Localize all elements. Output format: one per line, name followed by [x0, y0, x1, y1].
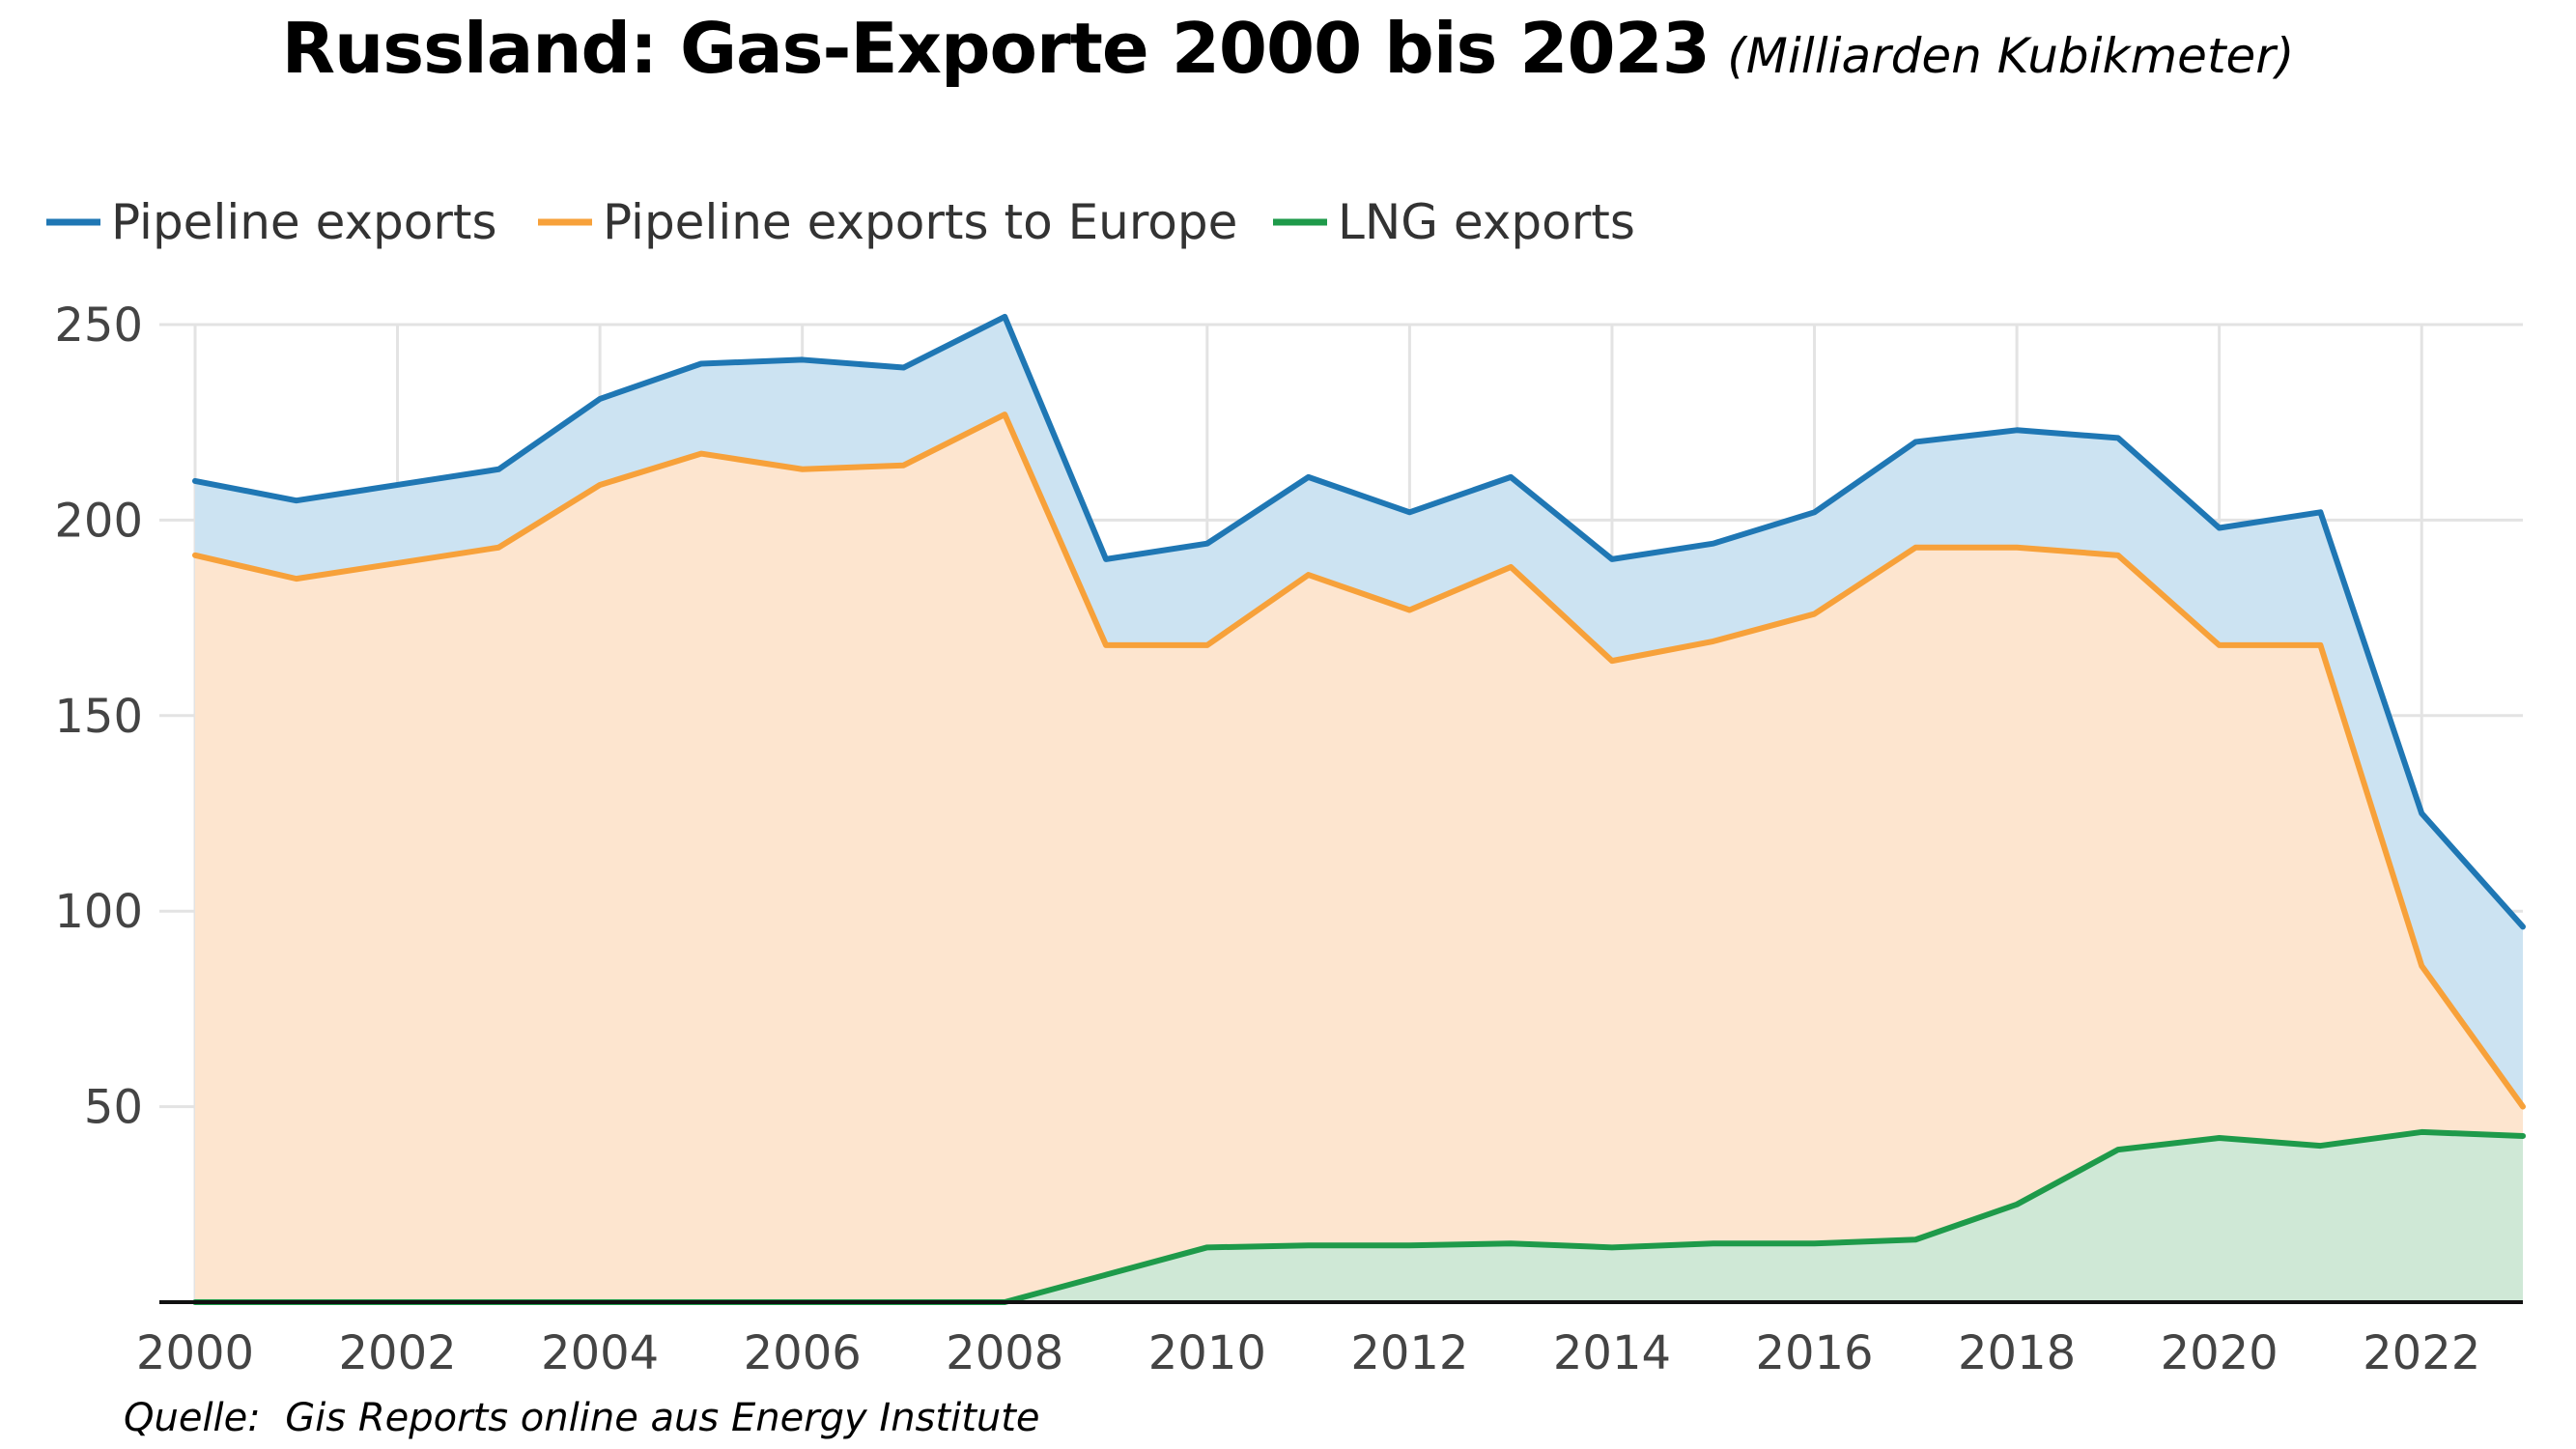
x-tick-label-2014: 2014: [1553, 1326, 1671, 1380]
x-axis-ticks: 2000 2002 2004 2006 2008 2010 2012 2014 2016 2018…: [136, 1326, 2480, 1380]
x-tick-label-2002: 2002: [338, 1326, 456, 1380]
chart-title-main: Russland: Gas-Exporte 2000 bis 2023: [281, 8, 1711, 89]
area-lng-exports: [195, 1131, 2523, 1302]
chart-areas: [195, 316, 2523, 1302]
legend-label: Pipeline exports: [111, 194, 497, 250]
source-note: Quelle: Gis Reports online aus Energy In…: [124, 1396, 1040, 1440]
x-tick-label-2008: 2008: [946, 1326, 1063, 1380]
x-tick-label-2020: 2020: [2161, 1326, 2279, 1380]
x-tick-label-2012: 2012: [1350, 1326, 1468, 1380]
x-tick-label-2004: 2004: [541, 1326, 659, 1380]
y-tick-label-200: 200: [54, 494, 143, 548]
x-tick-label-2022: 2022: [2363, 1326, 2480, 1380]
y-tick-label-100: 100: [54, 885, 143, 939]
series-line-pipeline-exports-to-europe: [192, 412, 2526, 1110]
area-pipeline-exports-to-europe: [195, 414, 2523, 1302]
x-tick-label-2016: 2016: [1755, 1326, 1873, 1380]
y-tick-label-150: 150: [54, 690, 143, 744]
chart-title: Russland: Gas-Exporte 2000 bis 2023 (Mil…: [0, 8, 2576, 89]
x-tick-label-2000: 2000: [136, 1326, 254, 1380]
series-line-pipeline-exports: [192, 313, 2526, 930]
chart-legend: Pipeline exports Pipeline exports to Euro…: [46, 194, 1635, 250]
x-tick-label-2010: 2010: [1148, 1326, 1266, 1380]
legend-label: LNG exports: [1338, 194, 1635, 250]
legend-item-lng-exports: LNG exports: [1273, 194, 1635, 250]
chart-title-unit: (Milliarden Kubikmeter): [1727, 28, 2295, 84]
y-tick-label-50: 50: [84, 1081, 143, 1135]
legend-label: Pipeline exports to Europe: [603, 194, 1237, 250]
x-tick-label-2006: 2006: [744, 1326, 862, 1380]
legend-item-pipeline-exports-to-europe: Pipeline exports to Europe: [538, 194, 1237, 250]
legend-item-pipeline-exports: Pipeline exports: [46, 194, 497, 250]
x-tick-label-2018: 2018: [1958, 1326, 2076, 1380]
y-axis-ticks: 50 100 150 200 250: [54, 298, 143, 1135]
y-tick-label-250: 250: [54, 298, 143, 353]
